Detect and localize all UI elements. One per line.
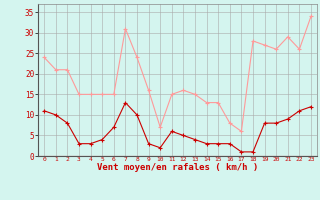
- X-axis label: Vent moyen/en rafales ( km/h ): Vent moyen/en rafales ( km/h ): [97, 163, 258, 172]
